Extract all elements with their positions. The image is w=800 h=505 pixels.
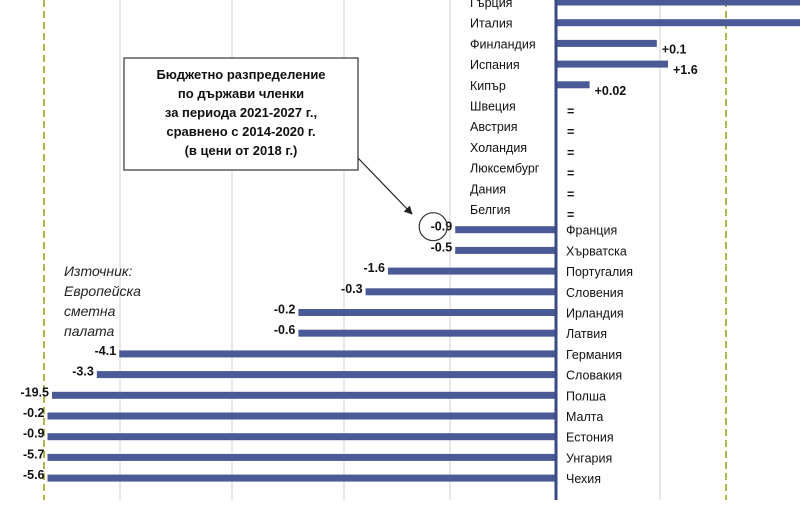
value-label-20: -19.5 xyxy=(21,385,50,399)
category-label-12: Франция xyxy=(566,224,617,238)
category-label-7: Австрия xyxy=(470,120,518,134)
annotation-line-4: сравнено с 2014-2020 г. xyxy=(166,124,315,139)
value-label-7: = xyxy=(567,125,574,139)
bar-1 xyxy=(556,0,800,6)
value-label-6: = xyxy=(567,105,574,119)
category-label-14: Португалия xyxy=(566,265,633,279)
bar-22 xyxy=(47,433,557,441)
category-label-22: Естония xyxy=(566,431,614,445)
category-label-3: Финландия xyxy=(470,37,536,51)
category-label-23: Унгария xyxy=(566,451,612,465)
category-label-9: Люксембург xyxy=(470,162,540,176)
bar-2 xyxy=(556,19,800,27)
bar-13 xyxy=(455,246,556,254)
value-label-5: +0.02 xyxy=(595,84,627,98)
source-line-1: Източник: xyxy=(64,263,133,279)
bar-14 xyxy=(388,267,556,275)
source-line-3: сметна xyxy=(64,303,116,319)
annotation-arrow xyxy=(357,157,413,215)
annotation-line-5: (в цени от 2018 г.) xyxy=(185,143,298,158)
value-label-8: = xyxy=(567,146,574,160)
annotation-box xyxy=(123,57,359,171)
category-label-20: Полша xyxy=(566,389,606,403)
value-label-3: +0.1 xyxy=(662,42,687,56)
value-label-22: -0.9 xyxy=(23,427,45,441)
category-label-13: Хърватска xyxy=(566,244,627,258)
source-line-2: Европейска xyxy=(64,283,141,299)
bar-23 xyxy=(47,453,557,461)
value-label-10: = xyxy=(567,187,574,201)
value-label-12: -0.9 xyxy=(431,220,453,234)
category-label-24: Чехия xyxy=(566,472,601,486)
bar-21 xyxy=(47,412,557,420)
bar-20 xyxy=(52,391,556,399)
category-label-15: Словения xyxy=(566,286,624,300)
category-label-19: Словакия xyxy=(566,369,622,383)
category-label-21: Малта xyxy=(566,410,603,424)
value-label-13: -0.5 xyxy=(431,240,453,254)
value-label-4: +1.6 xyxy=(673,63,698,77)
source-line-4: палата xyxy=(64,323,115,339)
value-label-15: -0.3 xyxy=(341,282,363,296)
value-label-21: -0.2 xyxy=(23,406,45,420)
annotation-line-3: за периода 2021-2027 г., xyxy=(165,105,317,120)
bar-16 xyxy=(298,309,556,316)
category-label-16: Ирландия xyxy=(566,307,624,321)
category-label-18: Германия xyxy=(566,348,622,362)
category-label-5: Кипър xyxy=(470,79,506,93)
annotation-line-2: по държави членки xyxy=(178,86,304,101)
bar-17 xyxy=(298,329,556,337)
bar-15 xyxy=(365,288,556,296)
value-label-23: -5.7 xyxy=(23,447,45,461)
value-label-9: = xyxy=(567,167,574,181)
bar-19 xyxy=(96,371,557,379)
value-label-24: -5.6 xyxy=(23,468,45,482)
value-label-18: -4.1 xyxy=(95,344,117,358)
category-label-10: Дания xyxy=(470,182,506,196)
value-label-14: -1.6 xyxy=(363,261,385,275)
bar-4 xyxy=(556,60,668,68)
bar-24 xyxy=(47,474,557,482)
bar-18 xyxy=(119,350,556,358)
bar-5 xyxy=(556,81,590,89)
value-label-11: = xyxy=(567,208,574,222)
bar-3 xyxy=(556,39,657,47)
category-label-2: Италия xyxy=(470,17,513,31)
highlight-circle xyxy=(418,212,448,242)
value-label-19: -3.3 xyxy=(72,365,94,379)
category-label-8: Холандия xyxy=(470,141,527,155)
annotation-line-1: Бюджетно разпределение xyxy=(156,67,325,82)
value-label-17: -0.6 xyxy=(274,323,296,337)
category-label-4: Испания xyxy=(470,58,520,72)
bar-12 xyxy=(455,226,556,234)
category-label-1: Гърция xyxy=(470,0,512,10)
category-label-11: Белгия xyxy=(470,203,510,217)
category-label-6: Швеция xyxy=(470,100,516,114)
category-label-17: Латвия xyxy=(566,327,607,341)
value-label-16: -0.2 xyxy=(274,303,296,317)
